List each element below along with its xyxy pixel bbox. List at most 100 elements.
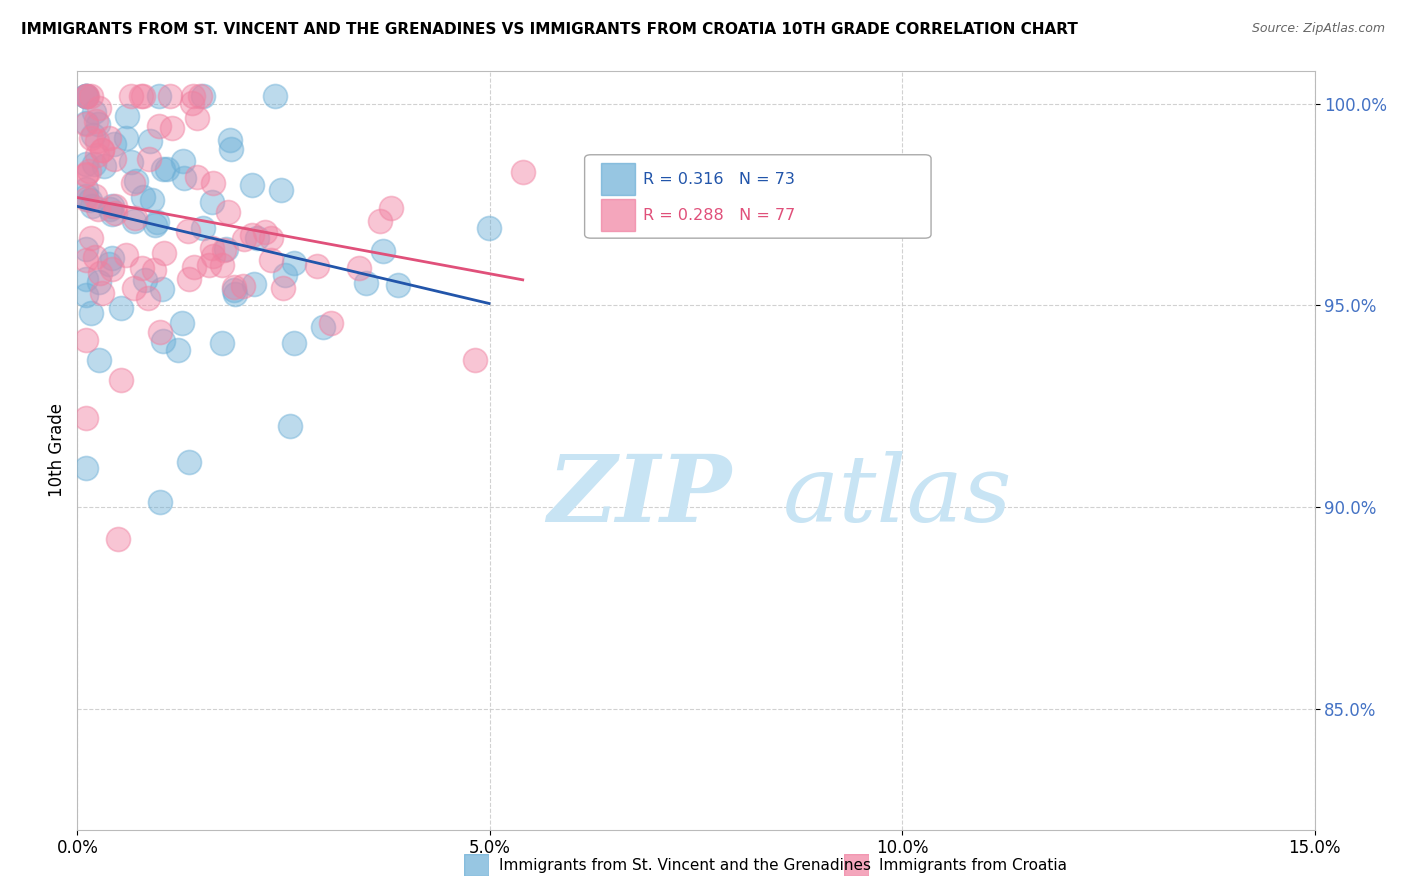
- Point: [368, 213, 391, 227]
- Point: [75, 182, 97, 196]
- Point: [120, 155, 142, 169]
- Point: [86, 134, 108, 148]
- Point: [87, 352, 110, 367]
- Point: [103, 152, 125, 166]
- Point: [86, 147, 108, 161]
- Point: [173, 170, 195, 185]
- Y-axis label: 10th Grade: 10th Grade: [48, 403, 66, 498]
- Point: [232, 232, 254, 246]
- Point: [91, 144, 114, 158]
- Point: [83, 157, 105, 171]
- Point: [232, 279, 254, 293]
- Point: [240, 227, 263, 242]
- Point: [371, 244, 394, 258]
- Text: R = 0.316   N = 73: R = 0.316 N = 73: [643, 172, 794, 187]
- Point: [172, 154, 194, 169]
- Point: [84, 188, 107, 202]
- Point: [263, 88, 285, 103]
- Point: [87, 101, 110, 115]
- Point: [242, 277, 264, 291]
- Point: [138, 153, 160, 167]
- Point: [75, 410, 97, 425]
- Point: [478, 220, 501, 235]
- Point: [104, 199, 127, 213]
- Point: [89, 276, 111, 290]
- Point: [139, 134, 162, 148]
- Point: [87, 202, 110, 217]
- Point: [76, 88, 98, 103]
- Point: [75, 88, 97, 103]
- Text: Source: ZipAtlas.com: Source: ZipAtlas.com: [1251, 22, 1385, 36]
- Point: [152, 334, 174, 349]
- Point: [166, 343, 188, 357]
- Text: R = 0.288   N = 77: R = 0.288 N = 77: [643, 208, 794, 223]
- Point: [129, 88, 152, 103]
- Point: [131, 261, 153, 276]
- Point: [188, 88, 211, 103]
- Point: [260, 252, 283, 267]
- Point: [179, 272, 201, 286]
- Point: [148, 120, 170, 134]
- Point: [270, 183, 292, 197]
- Point: [180, 96, 202, 111]
- Point: [98, 202, 121, 216]
- Point: [201, 176, 224, 190]
- Point: [75, 88, 97, 103]
- Point: [160, 120, 183, 135]
- Point: [181, 88, 204, 103]
- Point: [271, 281, 294, 295]
- Point: [191, 221, 214, 235]
- Point: [124, 174, 146, 188]
- Point: [121, 177, 143, 191]
- Point: [80, 198, 103, 212]
- Point: [387, 277, 409, 292]
- Point: [149, 494, 172, 508]
- Point: [179, 455, 201, 469]
- Point: [75, 116, 97, 130]
- Point: [159, 88, 181, 103]
- Point: [201, 241, 224, 255]
- Point: [347, 261, 370, 276]
- Point: [183, 260, 205, 274]
- Point: [215, 243, 238, 257]
- Point: [101, 251, 124, 265]
- Point: [152, 162, 174, 177]
- Point: [156, 161, 179, 176]
- Point: [380, 201, 402, 215]
- Point: [75, 272, 97, 286]
- Point: [142, 263, 165, 277]
- Point: [75, 242, 97, 256]
- Point: [124, 211, 146, 226]
- Point: [145, 215, 167, 229]
- Point: [120, 88, 142, 103]
- Point: [153, 246, 176, 260]
- Point: [75, 117, 97, 131]
- Point: [75, 169, 97, 183]
- Point: [115, 109, 138, 123]
- Point: [75, 461, 97, 475]
- Point: [148, 88, 170, 103]
- Bar: [600, 163, 636, 195]
- Point: [321, 316, 343, 330]
- Point: [110, 301, 132, 315]
- Point: [136, 291, 159, 305]
- Text: IMMIGRANTS FROM ST. VINCENT AND THE GRENADINES VS IMMIGRANTS FROM CROATIA 10TH G: IMMIGRANTS FROM ST. VINCENT AND THE GREN…: [21, 22, 1078, 37]
- Point: [75, 88, 97, 103]
- Point: [201, 249, 224, 263]
- Point: [75, 88, 97, 103]
- Point: [75, 288, 97, 302]
- Point: [110, 373, 132, 387]
- Point: [79, 193, 101, 207]
- Point: [82, 128, 104, 142]
- Point: [103, 205, 125, 219]
- Point: [75, 253, 97, 268]
- Point: [211, 335, 233, 350]
- FancyBboxPatch shape: [585, 155, 931, 238]
- Point: [132, 88, 155, 103]
- Point: [311, 319, 333, 334]
- Point: [149, 325, 172, 339]
- Point: [90, 285, 112, 300]
- Point: [191, 88, 214, 103]
- Point: [212, 244, 235, 258]
- Point: [83, 105, 105, 120]
